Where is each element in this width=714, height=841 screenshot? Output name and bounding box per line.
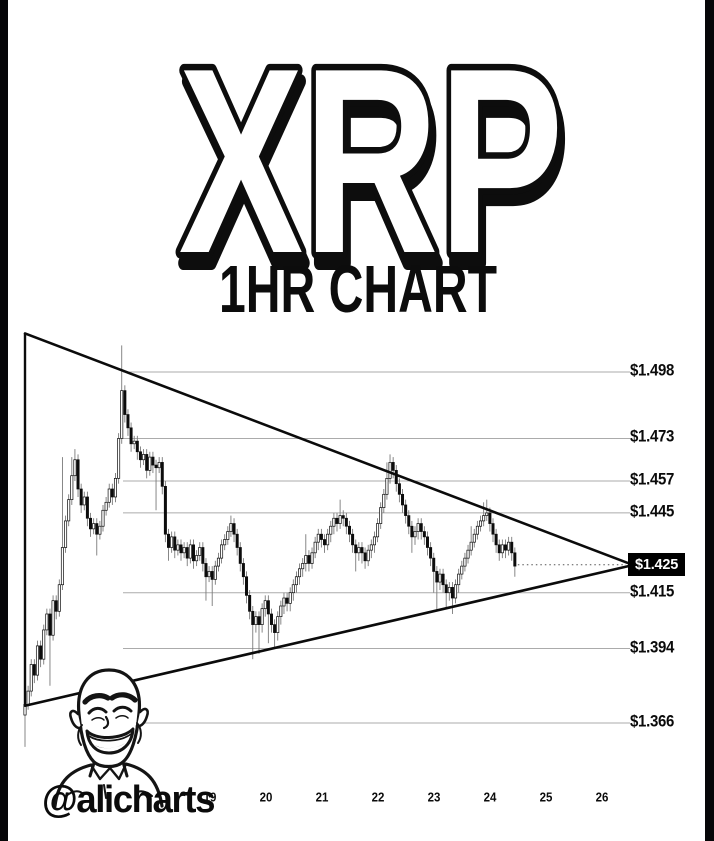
mascot-collar	[89, 762, 128, 781]
upper-trendline	[23, 332, 632, 566]
mascot-right-eye	[112, 705, 133, 713]
mascot-shoulders	[53, 762, 164, 808]
mascot-nose	[102, 715, 110, 730]
mascot-right-eye-crease	[115, 715, 129, 719]
mascot-left-smile-crease	[77, 724, 83, 746]
mascot-right-smile-crease	[136, 722, 142, 744]
triangle-pattern	[23, 332, 632, 708]
subtitle-text: 1HR CHART	[219, 252, 497, 327]
mascot-left-eye-crease	[91, 717, 105, 721]
mascot-neck	[88, 760, 129, 778]
title-shadow-text: XRP	[182, 24, 567, 319]
gridlines	[123, 371, 630, 724]
left-black-edge	[0, 0, 8, 841]
alicharts-mascot-illustration	[53, 668, 164, 808]
mascot-right-eyebrow	[109, 692, 138, 703]
mascot-shirt-wrinkles	[65, 784, 153, 799]
page-title: XRP XRP 1HR CHART	[172, 7, 574, 328]
mascot-left-eye	[87, 706, 108, 715]
mascot-right-ear	[135, 707, 149, 728]
author-handle: @alicharts	[42, 779, 214, 821]
mascot-left-eyebrow	[82, 693, 111, 705]
title-text: XRP	[179, 13, 564, 308]
mascot-teeth-line	[88, 733, 132, 742]
right-black-edge	[705, 0, 714, 841]
mascot-left-ear	[69, 709, 83, 730]
mascot-shirt	[55, 764, 162, 806]
